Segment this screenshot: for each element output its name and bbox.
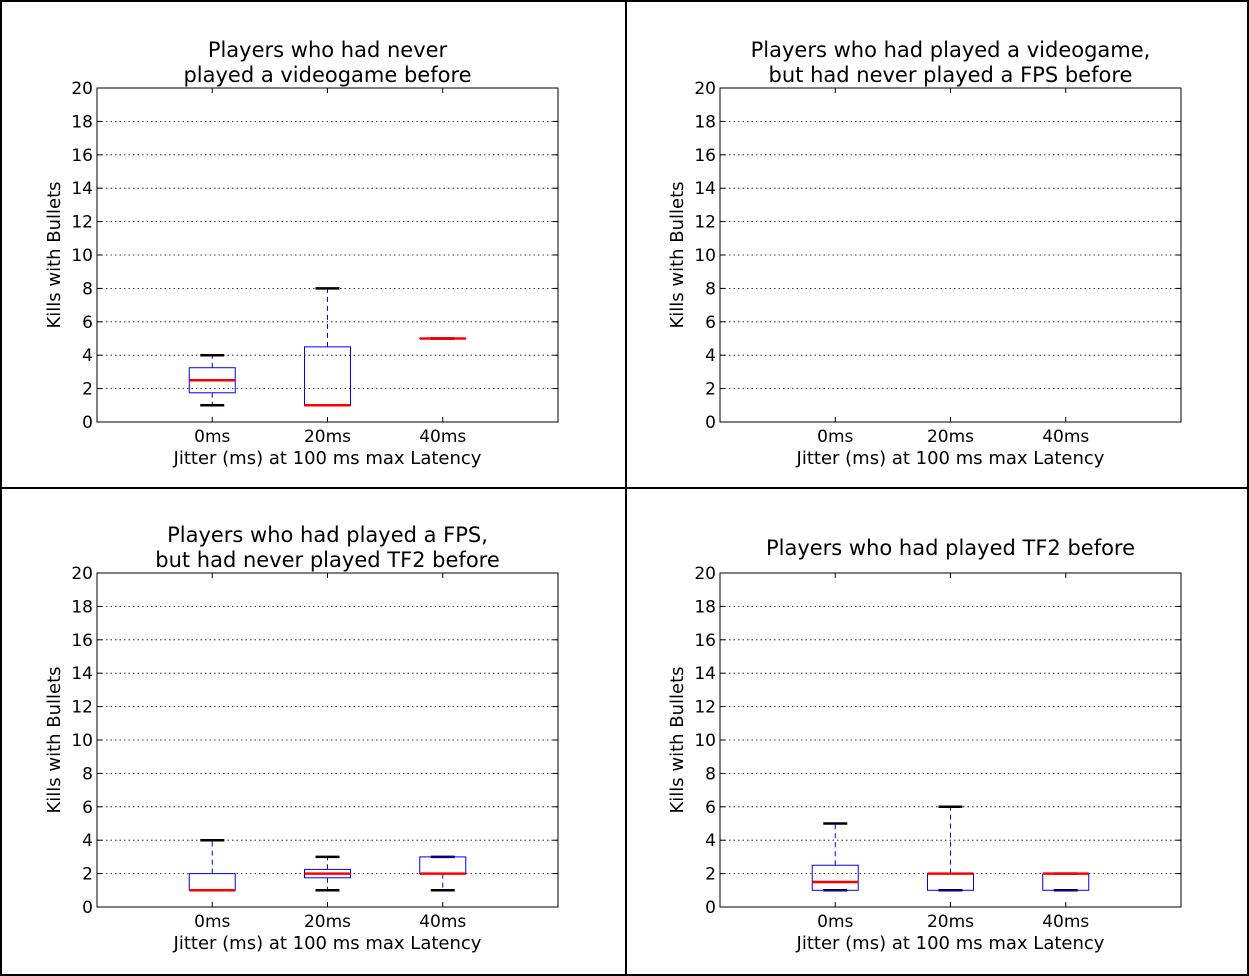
y-tick-label: 16 [694,146,716,166]
chart-svg-2: Players who had played a FPS, but had nev… [44,523,559,954]
x-axis-label: Jitter (ms) at 100 ms max Latency [796,448,1105,469]
y-tick-label: 2 [82,380,93,400]
chart-title-line: Players who had played TF2 before [766,536,1135,560]
chart-svg-3: Players who had played TF2 before 0 2 4 6 8 10… [667,536,1182,954]
y-tick-label: 10 [694,731,716,751]
y-tick-label: 8 [705,279,716,299]
y-tick-label: 6 [82,313,93,333]
x-axis-label: Jitter (ms) at 100 ms max Latency [173,448,482,469]
y-tick-label: 14 [694,179,716,199]
chart-svg-0: Players who had never played a videogame … [44,38,559,469]
x-tick-label: 0ms [817,912,853,932]
y-tick-label: 6 [82,798,93,818]
y-tick-label: 8 [705,764,716,784]
y-tick-label: 4 [705,346,716,366]
y-tick-label: 0 [82,898,93,918]
x-tick-label: 20ms [304,912,351,932]
y-tick-label: 0 [705,898,716,918]
x-tick-label: 0ms [194,427,230,447]
y-tick-label: 18 [694,112,716,132]
x-tick-label: 20ms [927,427,974,447]
y-tick-label: 6 [705,313,716,333]
chart-title-line: but had never played a FPS before [769,63,1133,87]
y-tick-label: 10 [694,246,716,266]
x-tick-label: 20ms [927,912,974,932]
x-tick-label: 40ms [1042,427,1089,447]
y-tick-label: 8 [82,764,93,784]
y-tick-label: 14 [71,179,93,199]
y-tick-label: 20 [71,79,93,99]
y-tick-label: 4 [82,346,93,366]
x-tick-label: 40ms [1042,912,1089,932]
y-tick-label: 12 [694,213,716,233]
chart-title-line: Players who had played a videogame, [751,38,1151,62]
y-tick-label: 20 [71,564,93,584]
y-tick-label: 8 [82,279,93,299]
y-tick-label: 6 [705,798,716,818]
y-tick-label: 14 [71,664,93,684]
y-axis-label: Kills with Bullets [44,181,65,328]
y-tick-label: 20 [694,79,716,99]
box [419,856,467,875]
y-tick-label: 16 [71,631,93,651]
y-tick-label: 12 [71,213,93,233]
y-tick-label: 2 [82,865,93,885]
chart-title: Players who had played TF2 before [766,536,1135,560]
y-axis-label: Kills with Bullets [667,666,688,813]
x-tick-label: 40ms [419,427,466,447]
box [1042,873,1090,891]
box [188,873,236,891]
chart-panel-no-tf2: Players who had played a FPS, but had nev… [0,487,627,976]
chart-title: Players who had played a FPS, but had nev… [155,523,500,572]
chart-title-line: but had never played TF2 before [155,548,500,572]
y-tick-label: 0 [705,413,716,433]
chart-svg-1: Players who had played a videogame, but h… [667,38,1182,469]
x-tick-label: 40ms [419,912,466,932]
x-tick-label: 0ms [817,427,853,447]
chart-title: Players who had played a videogame, but h… [751,38,1151,87]
chart-title-line: Players who had played a FPS, [167,523,488,547]
y-tick-label: 2 [705,380,716,400]
y-tick-label: 18 [71,597,93,617]
x-axis-label: Jitter (ms) at 100 ms max Latency [173,933,482,954]
y-axis-label: Kills with Bullets [667,181,688,328]
box [304,346,351,406]
y-tick-label: 10 [71,246,93,266]
y-tick-label: 0 [82,413,93,433]
y-tick-label: 12 [694,698,716,718]
chart-title-line: played a videogame before [183,63,471,87]
y-tick-label: 4 [705,831,716,851]
y-tick-label: 14 [694,664,716,684]
x-tick-label: 0ms [194,912,230,932]
y-tick-label: 18 [694,597,716,617]
y-tick-label: 10 [71,731,93,751]
chart-panel-never-played: Players who had never played a videogame … [0,0,627,489]
x-tick-label: 20ms [304,427,351,447]
x-axis-label: Jitter (ms) at 100 ms max Latency [796,933,1105,954]
chart-panel-played-tf2: Players who had played TF2 before 0 2 4 6 8 10… [625,487,1249,976]
y-tick-label: 16 [694,631,716,651]
y-tick-label: 12 [71,698,93,718]
chart-title: Players who had never played a videogame … [183,38,471,87]
y-tick-label: 16 [71,146,93,166]
y-tick-label: 20 [694,564,716,584]
y-tick-label: 4 [82,831,93,851]
y-tick-label: 2 [705,865,716,885]
y-tick-label: 18 [71,112,93,132]
y-axis-label: Kills with Bullets [44,666,65,813]
chart-title-line: Players who had never [208,38,448,62]
box [811,864,859,891]
chart-panel-no-fps: Players who had played a videogame, but h… [625,0,1249,489]
box [927,873,974,891]
